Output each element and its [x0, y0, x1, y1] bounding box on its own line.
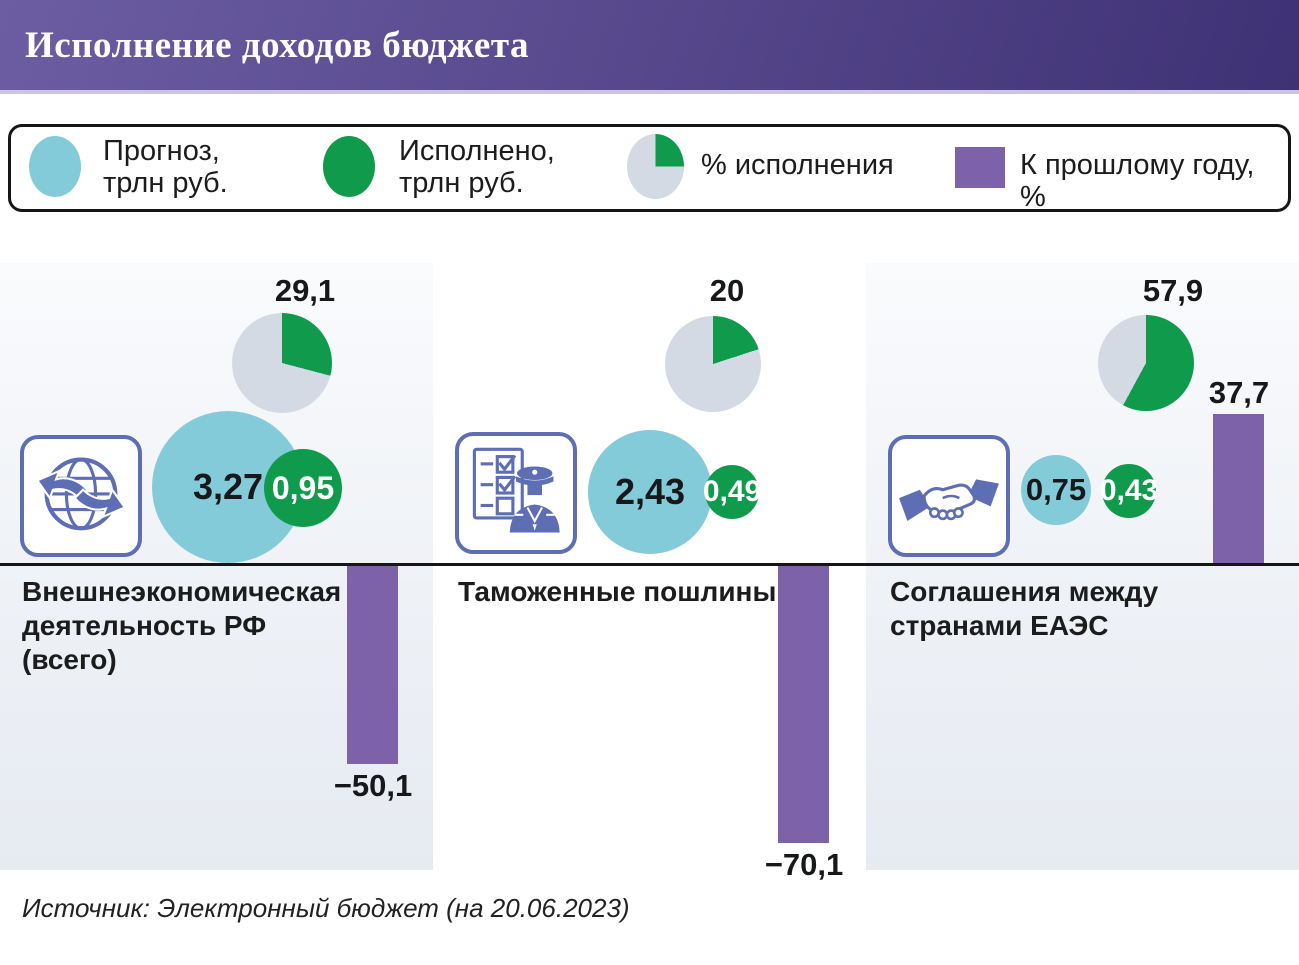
icon-box [888, 435, 1010, 557]
pie-value-label: 29,1 [274, 273, 336, 308]
header-bar: Исполнение доходов бюджета [0, 0, 1299, 94]
yoy-bar [778, 566, 829, 843]
panel-title: Соглашения между странами ЕАЭС [890, 576, 1159, 642]
executed-value: 0,43 [1099, 474, 1159, 507]
executed-bubble: 0,49 [702, 465, 762, 519]
executed-value: 0,49 [702, 475, 762, 508]
page-title: Исполнение доходов бюджета [25, 24, 529, 66]
legend-label-percent: % исполнения [701, 149, 894, 181]
legend-label-yoy: К прошлому году, % [1020, 149, 1255, 214]
handshake-icon [899, 479, 999, 521]
zero-baseline [0, 563, 1299, 566]
forecast-bubble: 2,43 [588, 430, 712, 554]
icon-box [455, 432, 577, 554]
executed-value: 0,95 [271, 469, 335, 506]
executed-bubble: 0,95 [264, 449, 342, 527]
yoy-value-label: 37,7 [1208, 375, 1270, 410]
pie-chart-icon [627, 134, 684, 199]
executed-circle-icon [323, 136, 375, 197]
execution-pie [232, 313, 332, 413]
pie-value-label: 57,9 [1142, 273, 1204, 308]
yoy-value-label: −70,1 [764, 847, 844, 882]
execution-pie [665, 316, 761, 412]
yoy-square-icon [955, 147, 1005, 188]
pie-value-label: 20 [709, 273, 745, 308]
yoy-bar [1213, 414, 1264, 563]
legend-label-forecast: Прогноз, трлн руб. [103, 135, 228, 200]
customs-officer-icon [472, 447, 560, 533]
executed-bubble: 0,43 [1099, 464, 1159, 518]
yoy-bar [347, 566, 398, 764]
forecast-value: 3,27 [192, 466, 264, 507]
forecast-circle-icon [29, 136, 81, 197]
panel-title: Таможенные пошлины [458, 576, 777, 607]
globe-arrows-icon [35, 457, 127, 531]
forecast-value: 0,75 [1025, 472, 1087, 507]
panel-title: Внешнеэкономическая деятельность РФ (все… [22, 576, 342, 676]
execution-pie [1098, 315, 1194, 411]
legend: Прогноз, трлн руб. Исполнено, трлн руб. … [8, 124, 1291, 214]
forecast-bubble: 0,75 [1021, 455, 1091, 525]
icon-box [20, 435, 142, 557]
forecast-value: 2,43 [614, 471, 686, 512]
panel-foreign-trade: 29,1 3,27 0,95 −50,1 Внешнеэкономическая… [0, 263, 433, 870]
yoy-value-label: −50,1 [333, 768, 413, 803]
source-note: Источник: Электронный бюджет (на 20.06.2… [22, 893, 630, 923]
panel-eaeu-agreements: 57,9 0,75 0,43 37,7 Соглашения между стр… [866, 263, 1299, 870]
legend-label-executed: Исполнено, трлн руб. [399, 135, 555, 200]
panel-customs-duties: 20 2, [433, 263, 866, 882]
